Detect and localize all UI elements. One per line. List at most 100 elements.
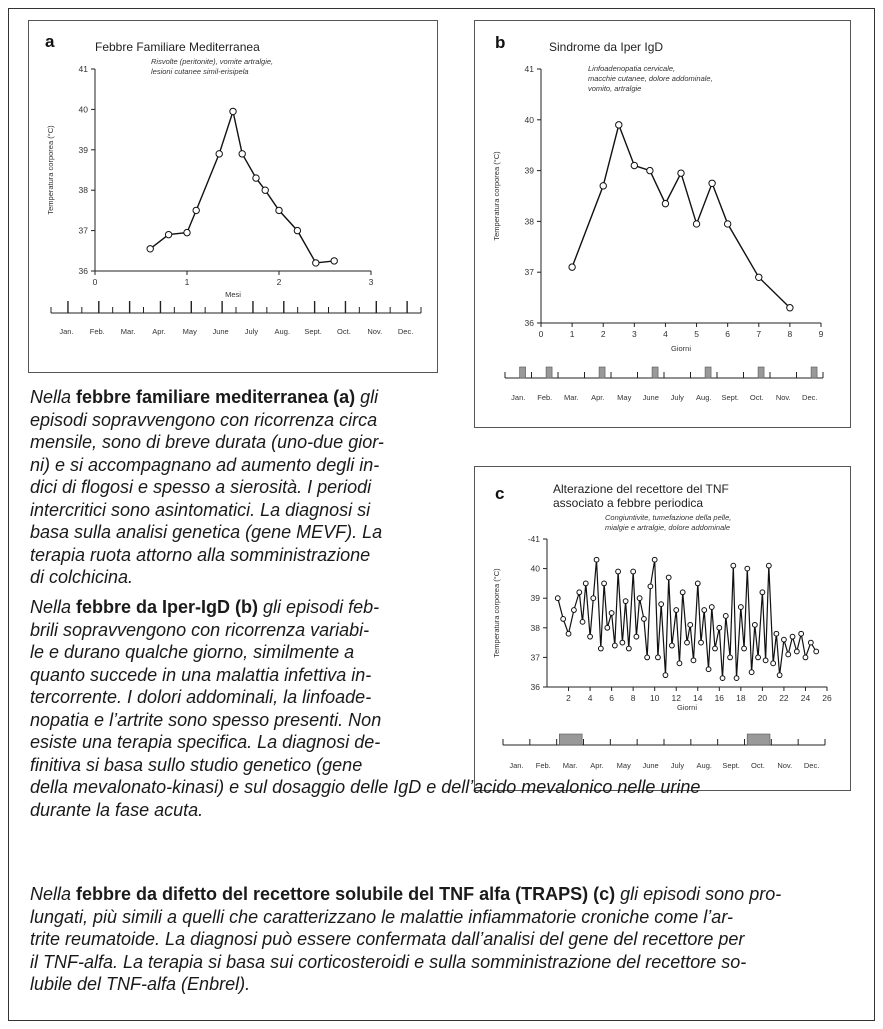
- month-label: Aug.: [697, 761, 712, 770]
- paragraph-line: esiste una terapia specifica. La diagnos…: [30, 731, 865, 754]
- x-tick-label: 4: [588, 693, 593, 703]
- data-point: [615, 121, 623, 129]
- x-tick-label: 3: [632, 329, 637, 339]
- data-point: [238, 150, 246, 158]
- data-point: [773, 630, 780, 637]
- paragraph-text: le e durano qualche giorno, similmente a: [30, 642, 355, 662]
- month-label: Mar.: [564, 393, 579, 402]
- paragraph-text: Nella: [30, 387, 77, 407]
- month-label: Jan.: [59, 327, 73, 336]
- month-label: Sept.: [304, 327, 322, 336]
- paragraph-text: episodi sopravvengono con ricorrenza cir…: [30, 409, 378, 430]
- data-point: [677, 169, 685, 177]
- x-tick-label: 24: [801, 693, 811, 703]
- paragraph-text: mensile, sono di breve durata (uno-due g…: [30, 432, 384, 452]
- month-label: July: [671, 393, 685, 402]
- paragraph-text: lungati, più simili a quelli che caratte…: [30, 906, 733, 927]
- data-point: [708, 179, 716, 188]
- y-tick-label: 40: [525, 115, 535, 125]
- y-tick-label: 38: [525, 216, 535, 226]
- month-label: Apr.: [591, 393, 604, 402]
- paragraph-text: quanto succede in una malattia infettiva…: [30, 664, 372, 685]
- data-point: [330, 257, 338, 265]
- series-line-b: [571, 122, 791, 309]
- paragraph-text: dici di flogosi e spesso a sierosità. I …: [30, 477, 372, 497]
- x-tick-label: 1: [570, 329, 575, 339]
- chart-title-c: associato a febbre periodica: [553, 496, 703, 510]
- panel-letter-b: b: [495, 33, 505, 52]
- data-point: [712, 645, 718, 652]
- chart-annotation-b: macchie cutanee, dolore addominale,: [588, 74, 713, 83]
- data-point: [293, 226, 302, 235]
- paragraph-line: della mevalonato-kinasi) e sul dosaggio …: [30, 776, 865, 799]
- data-point: [765, 562, 772, 569]
- data-point: [762, 657, 769, 664]
- data-point: [786, 304, 794, 312]
- data-point: [633, 633, 640, 640]
- month-label: Feb.: [537, 393, 552, 402]
- paragraph-term: febbre da difetto del recettore solubile…: [76, 884, 616, 904]
- x-tick-label: 6: [725, 329, 730, 339]
- paragraph-line: Nella febbre familiare mediterranea (a) …: [30, 386, 465, 409]
- paragraph-text: intercritici sono asintomatici. La diagn…: [30, 499, 371, 520]
- data-point: [798, 630, 805, 637]
- data-point: [641, 616, 647, 622]
- month-label: Sept.: [722, 761, 740, 770]
- y-axis-label: Temperatura corporea (°C): [492, 151, 501, 241]
- y-tick-label: 37: [531, 652, 541, 662]
- paragraph-line: Nella febbre da Iper-IgD (b) gli episodi…: [30, 596, 865, 619]
- data-point: [252, 174, 260, 182]
- x-tick-label: 16: [715, 693, 725, 703]
- data-point: [571, 607, 577, 613]
- data-point: [312, 259, 320, 267]
- month-label: May: [617, 761, 631, 770]
- chart-b-svg: b Sindrome da Iper IgD Linfoadenopatia cer…: [492, 33, 824, 402]
- paragraph-line: durante la fase acuta.: [30, 799, 865, 822]
- x-tick-label: 0: [93, 277, 98, 287]
- paragraph-text: finitiva si basa sullo studio genetico (…: [30, 754, 363, 775]
- paragraph-line: dici di flogosi e spesso a sierosità. I …: [30, 476, 465, 499]
- paragraph-text: trite reumatoide. La diagnosi può essere…: [30, 929, 745, 949]
- data-point: [785, 651, 792, 658]
- data-point: [568, 263, 576, 271]
- x-tick-label: 8: [631, 693, 636, 703]
- data-point: [684, 639, 690, 646]
- month-label: Feb.: [536, 761, 551, 770]
- data-point: [737, 604, 744, 610]
- data-point: [565, 630, 572, 637]
- x-axis-label: Giorni: [671, 344, 691, 353]
- y-tick-label: 37: [79, 226, 89, 236]
- chart-a-svg: a Febbre Familiare Mediterranea Risvolte (…: [45, 32, 422, 336]
- y-tick-label: 36: [79, 266, 89, 276]
- y-tick-label: 38: [79, 185, 89, 195]
- data-point: [644, 654, 651, 661]
- data-point: [582, 580, 589, 587]
- paragraph-line: lungati, più simili a quelli che caratte…: [30, 906, 865, 929]
- paragraph-line: brili sopravvengono con ricorrenza varia…: [30, 619, 865, 642]
- chart-annotation-c: mialgie e artralgie, dolore addominale: [605, 523, 730, 532]
- paragraph-line: intercritici sono asintomatici. La diagn…: [30, 499, 465, 522]
- month-label: Mar.: [121, 327, 136, 336]
- x-tick-label: 10: [650, 693, 660, 703]
- month-label: July: [671, 761, 685, 770]
- chart-title-b: Sindrome da Iper IgD: [549, 40, 663, 54]
- paragraph-text: gli episodi sono pro-: [615, 884, 782, 904]
- data-point: [215, 150, 223, 158]
- data-point: [722, 613, 729, 619]
- paragraph-line: mensile, sono di breve durata (uno-due g…: [30, 431, 465, 454]
- data-point: [647, 583, 654, 590]
- data-point: [744, 565, 751, 572]
- x-tick-label: 0: [539, 329, 544, 339]
- month-label: Nov.: [776, 393, 791, 402]
- data-point: [636, 595, 643, 602]
- data-point: [611, 642, 618, 649]
- paragraph-line: trite reumatoide. La diagnosi può essere…: [30, 928, 865, 951]
- y-tick-label: 41: [525, 64, 535, 74]
- month-label: Nov.: [777, 761, 792, 770]
- episode-marker: [810, 366, 818, 379]
- month-label: June: [643, 393, 659, 402]
- data-point: [748, 669, 755, 676]
- data-point: [701, 607, 708, 613]
- x-tick-label: 9: [819, 329, 824, 339]
- data-point: [716, 624, 723, 631]
